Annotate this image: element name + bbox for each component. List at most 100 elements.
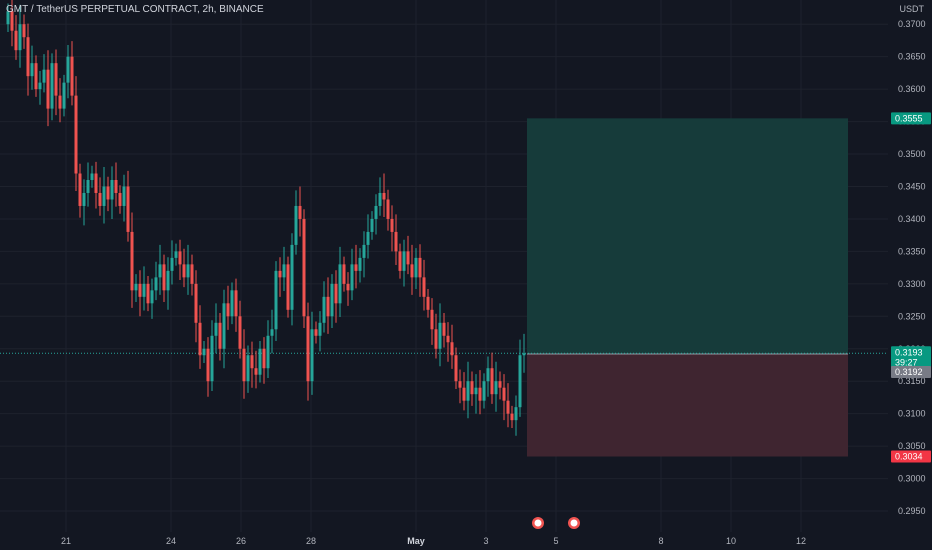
candle-body bbox=[434, 329, 438, 349]
price-axis-tick: 0.3700 bbox=[898, 19, 926, 29]
candle-body bbox=[518, 355, 522, 408]
candle-body bbox=[214, 322, 218, 336]
candle-body bbox=[50, 63, 54, 109]
candle-body bbox=[482, 381, 486, 401]
candle-body bbox=[106, 186, 110, 200]
entry-price-label: 0.3192 bbox=[895, 367, 923, 377]
time-axis-tick: 3 bbox=[483, 536, 488, 546]
candle-body bbox=[514, 407, 518, 421]
candle-body bbox=[22, 24, 26, 38]
candle-body bbox=[342, 264, 346, 284]
candle-body bbox=[74, 95, 78, 174]
candle-body bbox=[70, 56, 74, 96]
candle-body bbox=[402, 251, 406, 271]
candle-body bbox=[54, 63, 58, 96]
candle-body bbox=[306, 316, 310, 382]
candle-body bbox=[118, 192, 122, 206]
time-axis-tick: 21 bbox=[61, 536, 71, 546]
candle-body bbox=[462, 387, 466, 401]
time-axis-tick: 12 bbox=[796, 536, 806, 546]
candle-body bbox=[446, 335, 450, 343]
candle-body bbox=[422, 277, 426, 297]
candle-body bbox=[334, 283, 338, 304]
target-price-label: 0.3555 bbox=[895, 113, 923, 123]
candle-body bbox=[174, 251, 178, 258]
candle-body bbox=[154, 277, 158, 291]
candle-body bbox=[310, 329, 314, 382]
time-axis-tick: 28 bbox=[306, 536, 316, 546]
candle-body bbox=[102, 186, 106, 206]
candle-body bbox=[90, 173, 94, 180]
profit-zone[interactable] bbox=[527, 118, 848, 354]
candle-body bbox=[378, 192, 382, 206]
candle-body bbox=[286, 264, 290, 310]
candle-body bbox=[450, 342, 454, 356]
candle-body bbox=[442, 322, 446, 336]
candle-body bbox=[398, 251, 402, 271]
candle-body bbox=[14, 30, 18, 51]
loss-zone[interactable] bbox=[527, 353, 848, 457]
candle-body bbox=[374, 205, 378, 219]
candle-body bbox=[370, 218, 374, 232]
time-axis-tick: May bbox=[407, 536, 425, 546]
candle-body bbox=[410, 264, 414, 278]
candle-body bbox=[210, 335, 214, 382]
candle-body bbox=[498, 381, 502, 388]
candle-body bbox=[250, 355, 254, 369]
price-axis-tick: 0.3000 bbox=[898, 474, 926, 484]
candle-body bbox=[254, 368, 258, 375]
candle-body bbox=[58, 95, 62, 109]
candle-body bbox=[278, 270, 282, 278]
price-axis-tick: 0.3150 bbox=[898, 376, 926, 386]
candle-body bbox=[110, 180, 114, 200]
candle-body bbox=[486, 368, 490, 382]
price-axis-tick: 0.3250 bbox=[898, 311, 926, 321]
candle-body bbox=[114, 180, 118, 193]
candle-body bbox=[470, 381, 474, 395]
candle-body bbox=[226, 303, 230, 317]
candle-body bbox=[466, 381, 470, 401]
candle-body bbox=[170, 257, 174, 271]
currency-label: USDT bbox=[899, 4, 925, 14]
price-axis-tick: 0.2950 bbox=[898, 506, 926, 516]
symbol-title: GMT / TetherUS PERPETUAL CONTRACT, 2h, B… bbox=[6, 4, 264, 15]
candle-body bbox=[282, 264, 286, 278]
candle-body bbox=[490, 368, 494, 395]
candle-body bbox=[474, 387, 478, 395]
time-axis-tick: 24 bbox=[166, 536, 176, 546]
candle-body bbox=[206, 348, 210, 382]
candle-body bbox=[86, 180, 90, 193]
candle-body bbox=[522, 353, 526, 356]
candle-body bbox=[322, 296, 326, 323]
candle-body bbox=[78, 173, 82, 206]
candle-body bbox=[30, 63, 34, 77]
candle-body bbox=[266, 335, 270, 369]
candle-body bbox=[326, 296, 330, 317]
candle-body bbox=[350, 264, 354, 291]
candle-body bbox=[66, 56, 70, 83]
candle-body bbox=[506, 400, 510, 414]
countdown-label-bg bbox=[891, 356, 931, 369]
price-axis-tick: 0.3650 bbox=[898, 52, 926, 62]
candle-body bbox=[314, 329, 318, 336]
candle-body bbox=[346, 283, 350, 291]
time-axis-tick: 8 bbox=[658, 536, 663, 546]
candle-body bbox=[358, 257, 362, 271]
candle-body bbox=[46, 69, 50, 109]
candle-body bbox=[382, 192, 386, 200]
price-axis-tick: 0.3100 bbox=[898, 409, 926, 419]
price-axis-tick: 0.3600 bbox=[898, 84, 926, 94]
candle-body bbox=[458, 381, 462, 388]
candle-body bbox=[10, 11, 14, 31]
candle-body bbox=[162, 264, 166, 291]
candle-body bbox=[418, 257, 422, 278]
candle-body bbox=[130, 231, 134, 291]
price-axis-tick: 0.3400 bbox=[898, 214, 926, 224]
candle-body bbox=[438, 322, 442, 349]
candle-body bbox=[386, 199, 390, 219]
candle-body bbox=[354, 264, 358, 271]
candle-body bbox=[406, 251, 410, 265]
candle-body bbox=[158, 264, 162, 278]
candle-body bbox=[454, 355, 458, 382]
